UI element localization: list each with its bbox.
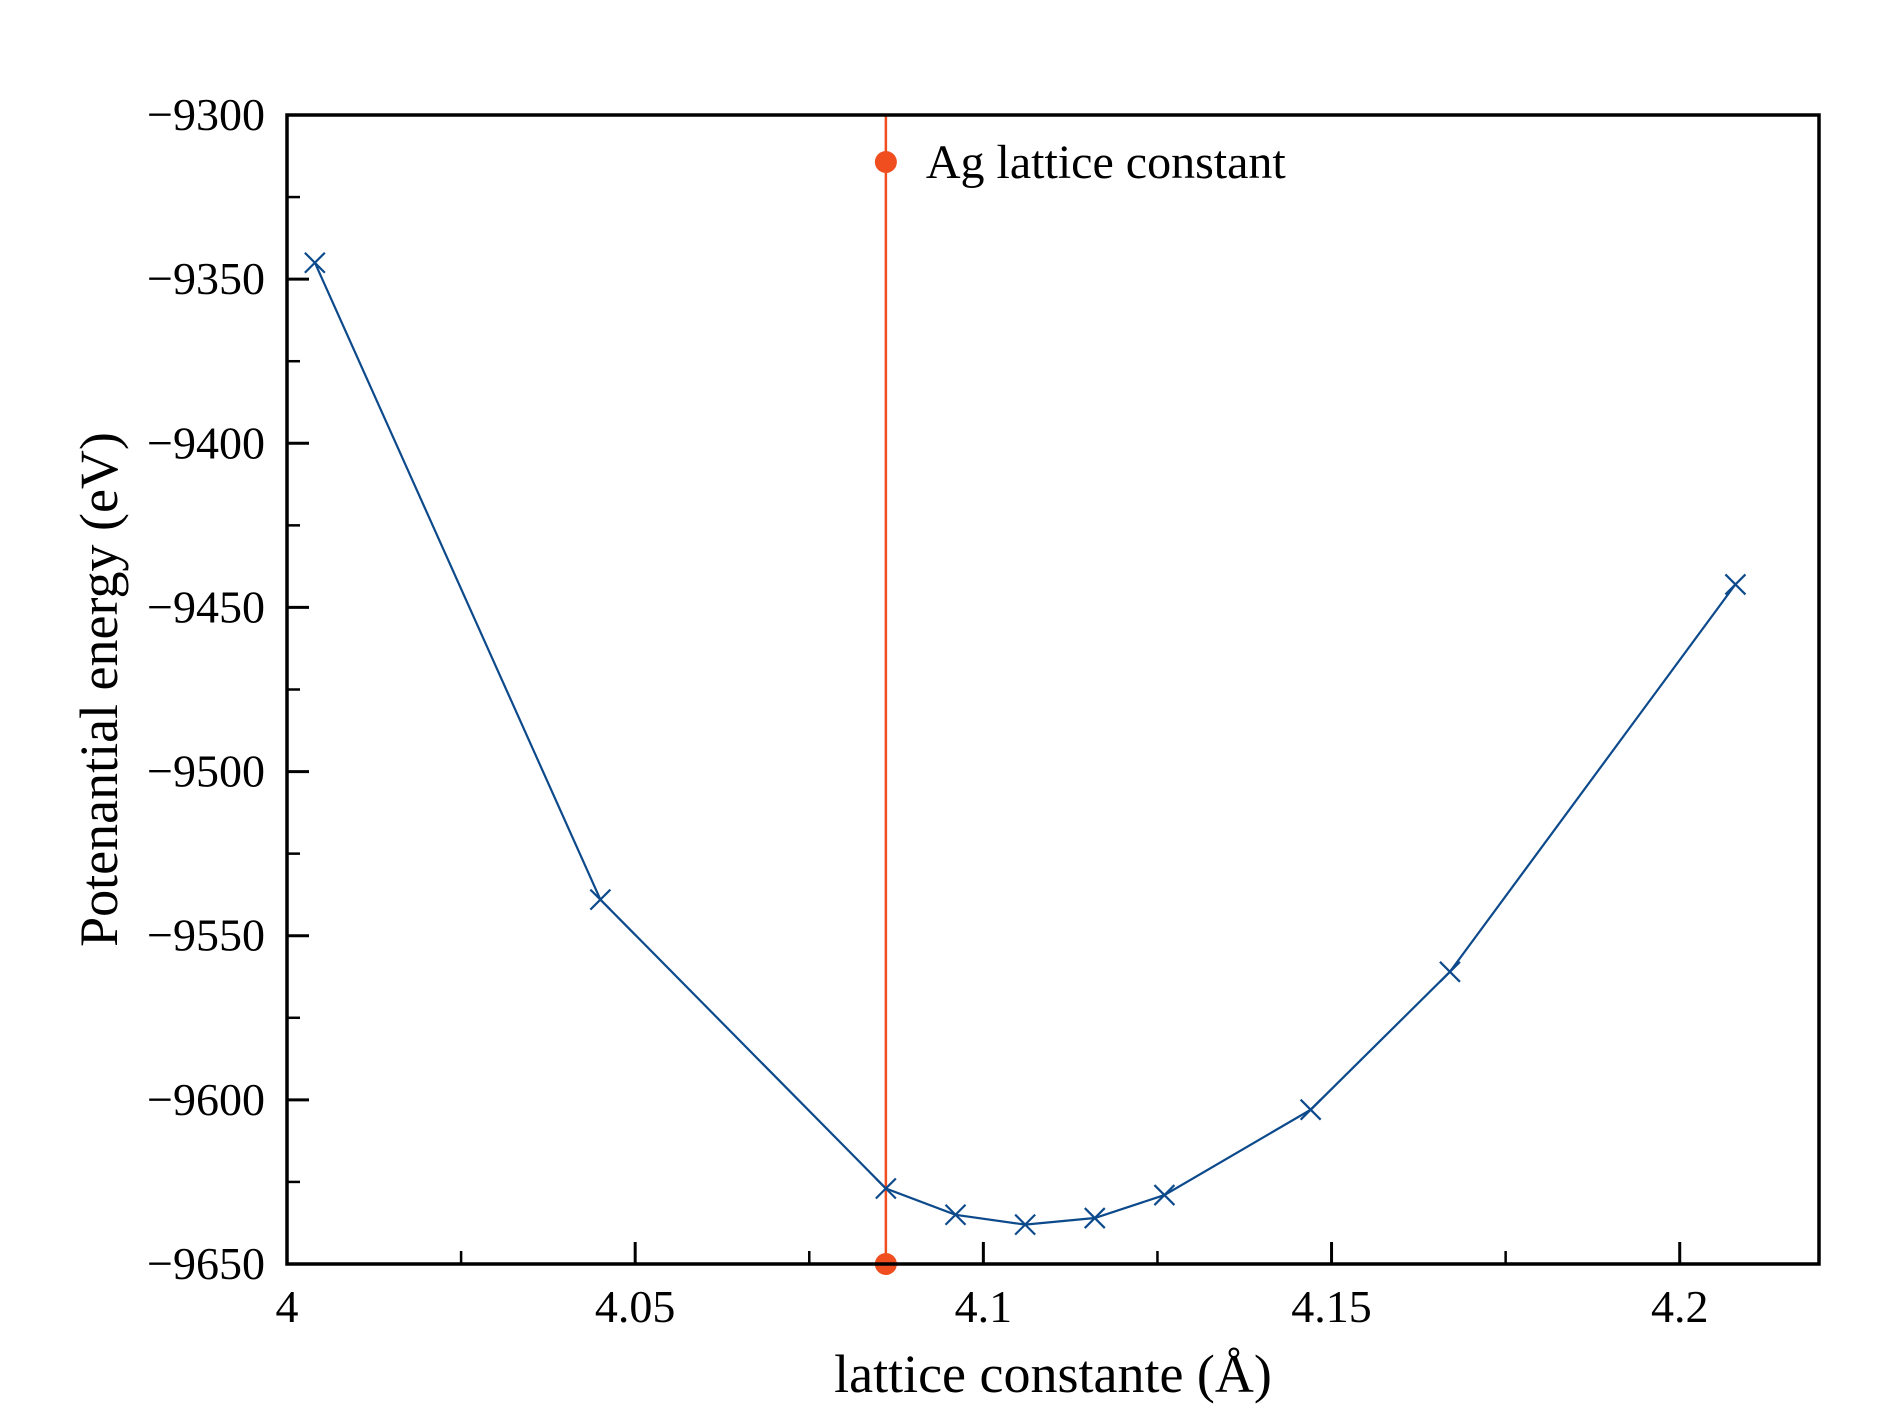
legend-label: Ag lattice constant	[926, 136, 1287, 189]
tick-marks	[285, 113, 1682, 1266]
x-tick-label: 4.05	[595, 1281, 676, 1332]
x-tick-label: 4	[276, 1281, 299, 1332]
data-point	[1439, 961, 1461, 983]
data-point	[944, 1203, 967, 1226]
y-tick-label: −9650	[147, 1238, 265, 1289]
data-point	[1724, 573, 1747, 596]
x-tick-label: 4.1	[955, 1281, 1013, 1332]
y-tick-label: −9550	[147, 910, 265, 961]
y-axis-title: Potenantial energy (eV)	[69, 432, 129, 947]
data-point	[304, 251, 326, 274]
tick-labels: 4 4.05 4.1 4.15 4.2 −9650 −9600 −9550 −9500 −9450…	[147, 89, 1708, 1332]
data-point	[1153, 1184, 1176, 1206]
y-tick-label: −9400	[147, 417, 265, 468]
data-point	[875, 1177, 897, 1200]
data-point	[1014, 1213, 1036, 1236]
y-tick-label: −9300	[147, 89, 265, 140]
x-tick-label: 4.15	[1291, 1281, 1372, 1332]
series-line	[313, 262, 1737, 1226]
legend: Ag lattice constant	[874, 136, 1287, 189]
data-point	[1299, 1098, 1322, 1121]
series-layer	[304, 251, 1747, 1236]
x-tick-label: 4.2	[1651, 1281, 1709, 1332]
x-axis-title: lattice constante (Å)	[834, 1344, 1272, 1404]
plot-frame	[285, 113, 1821, 1266]
reference-line-layer	[874, 115, 897, 1275]
y-tick-label: −9350	[147, 253, 265, 304]
data-point	[589, 888, 612, 911]
data-point	[1084, 1207, 1106, 1229]
y-tick-label: −9600	[147, 1074, 265, 1125]
y-tick-label: −9450	[147, 581, 265, 632]
legend-marker	[874, 151, 897, 173]
y-tick-label: −9500	[147, 746, 265, 797]
